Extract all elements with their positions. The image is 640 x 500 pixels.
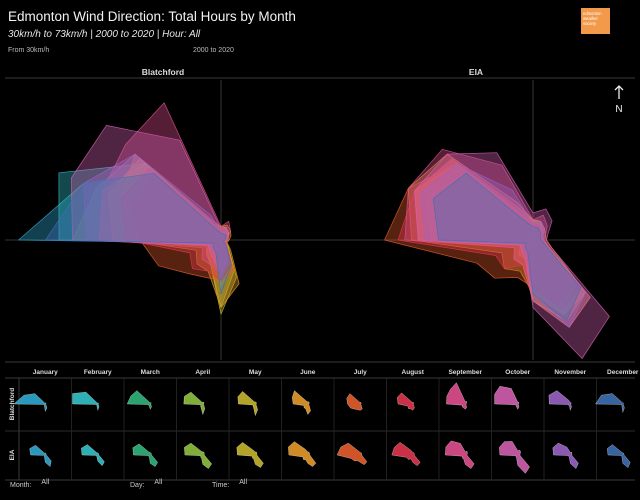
mini-rose-eia-may[interactable] bbox=[236, 442, 264, 468]
month-filter-value[interactable]: All bbox=[41, 479, 50, 486]
time-filter-value[interactable]: All bbox=[239, 479, 248, 486]
north-label: N bbox=[615, 104, 622, 115]
month-header-december: December bbox=[607, 369, 639, 376]
mini-rose-eia-november[interactable] bbox=[552, 442, 579, 469]
mini-rose-blatchford-february[interactable] bbox=[72, 391, 100, 411]
row-label-blatchford: Blatchford bbox=[9, 388, 16, 421]
north-compass: N bbox=[614, 85, 624, 115]
panel-frames bbox=[5, 77, 635, 481]
month-header-july: July bbox=[354, 369, 367, 376]
row-label-eia: EIA bbox=[9, 449, 16, 460]
month-filter[interactable]: Month: All bbox=[10, 479, 50, 489]
mini-rose-eia-february[interactable] bbox=[81, 444, 105, 466]
month-header-april: April bbox=[195, 369, 210, 376]
mini-rose-eia-october[interactable] bbox=[499, 441, 530, 474]
month-header-september: September bbox=[448, 369, 482, 376]
mini-rose-blatchford-december[interactable] bbox=[595, 393, 625, 413]
rose-eia-august[interactable] bbox=[397, 158, 582, 309]
month-header-june: June bbox=[300, 369, 316, 376]
time-filter[interactable]: Time: All bbox=[212, 479, 248, 489]
rose-eia-december[interactable] bbox=[432, 172, 582, 322]
rose-blatchford-october[interactable] bbox=[70, 125, 230, 275]
rose-eia-february[interactable] bbox=[426, 172, 577, 309]
month-header-may: May bbox=[249, 369, 262, 376]
mini-rose-eia-september[interactable] bbox=[445, 440, 475, 469]
mini-rose-blatchford-july[interactable] bbox=[346, 393, 363, 411]
station-label-eia: EIA bbox=[469, 67, 483, 77]
mini-rose-blatchford-october[interactable] bbox=[494, 385, 520, 410]
mini-rose-blatchford-january[interactable] bbox=[13, 393, 48, 412]
station-panel-eia: EIA bbox=[320, 67, 635, 360]
mini-rose-blatchford-september[interactable] bbox=[446, 382, 467, 410]
mini-rose-blatchford-august[interactable] bbox=[396, 392, 415, 411]
month-header-october: October bbox=[505, 369, 530, 376]
mini-rose-eia-june[interactable] bbox=[288, 441, 317, 467]
rose-eia-october[interactable] bbox=[414, 152, 610, 359]
speed-filter-note: From 30km/h bbox=[8, 47, 50, 54]
rose-blatchford-december[interactable] bbox=[45, 172, 232, 295]
rose-blatchford-may[interactable] bbox=[108, 158, 237, 315]
years-filter-note: 2000 to 2020 bbox=[193, 47, 234, 54]
month-header-august: August bbox=[402, 369, 425, 376]
time-filter-label: Time: bbox=[212, 482, 230, 489]
mini-rose-eia-december[interactable] bbox=[606, 444, 631, 468]
station-panel-blatchford: Blatchford bbox=[5, 67, 320, 360]
month-header-february: February bbox=[84, 369, 112, 376]
page-subtitle: 30km/h to 73km/h | 2000 to 2020 | Hour: … bbox=[8, 29, 201, 40]
mini-rose-eia-march[interactable] bbox=[132, 443, 158, 467]
month-header-january: January bbox=[33, 369, 58, 376]
rose-blatchford-june[interactable] bbox=[120, 153, 240, 308]
day-filter[interactable]: Day: All bbox=[130, 479, 163, 489]
month-header-november: November bbox=[554, 369, 586, 376]
mini-rose-eia-january[interactable] bbox=[29, 445, 52, 467]
mini-rose-eia-july[interactable] bbox=[336, 442, 368, 465]
mini-rose-blatchford-march[interactable] bbox=[126, 390, 152, 410]
day-filter-value[interactable]: All bbox=[154, 479, 163, 486]
mini-rose-blatchford-november[interactable] bbox=[548, 390, 572, 411]
month-header-march: March bbox=[141, 369, 160, 376]
mini-rose-eia-april[interactable] bbox=[184, 442, 212, 469]
mini-rose-eia-august[interactable] bbox=[391, 442, 421, 466]
month-filter-label: Month: bbox=[10, 482, 32, 489]
rose-eia-september[interactable] bbox=[404, 148, 591, 328]
station-label-blatchford: Blatchford bbox=[142, 67, 185, 77]
mini-rose-blatchford-june[interactable] bbox=[291, 390, 311, 415]
day-filter-label: Day: bbox=[130, 482, 145, 489]
mini-rose-blatchford-april[interactable] bbox=[183, 391, 206, 415]
edmonton-weather-society-logo[interactable]: edmonton weather society bbox=[581, 8, 610, 34]
page-title: Edmonton Wind Direction: Total Hours by … bbox=[8, 9, 296, 24]
mini-rose-blatchford-may[interactable] bbox=[237, 391, 258, 416]
